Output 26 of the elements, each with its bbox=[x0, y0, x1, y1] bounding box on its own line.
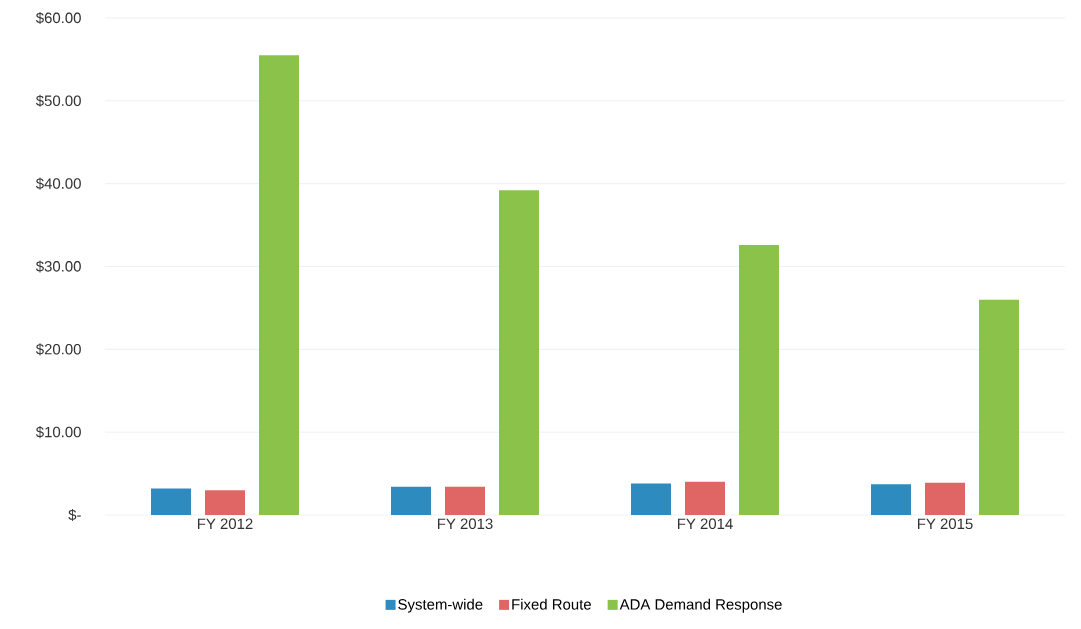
y-tick-label: $30.00 bbox=[35, 260, 81, 273]
y-tick-label: $10.00 bbox=[35, 426, 81, 439]
bar bbox=[151, 488, 191, 515]
legend-label: Fixed Route bbox=[512, 598, 591, 610]
x-tick-label: FY 2015 bbox=[917, 518, 973, 530]
legend-label: System-wide bbox=[398, 598, 483, 613]
y-tick-label: $20.00 bbox=[35, 343, 81, 356]
y-tick-label: $60.00 bbox=[35, 11, 81, 25]
x-tick-label: FY 2014 bbox=[677, 518, 733, 530]
legend-label: ADA Demand Response bbox=[619, 598, 782, 613]
bar bbox=[979, 299, 1020, 515]
bar bbox=[925, 482, 966, 515]
y-tick-label: $- bbox=[68, 508, 81, 522]
bar bbox=[259, 55, 299, 515]
x-tick-label: FY 2013 bbox=[437, 518, 493, 530]
bar bbox=[445, 486, 485, 515]
bar bbox=[685, 481, 726, 515]
bar bbox=[739, 244, 780, 515]
bar bbox=[391, 486, 431, 515]
x-tick-label: FY 2012 bbox=[197, 518, 253, 530]
bar bbox=[871, 484, 912, 515]
y-tick-label: $50.00 bbox=[35, 94, 81, 107]
bar bbox=[631, 483, 672, 515]
y-tick-label: $40.00 bbox=[35, 177, 81, 190]
bar bbox=[205, 490, 245, 515]
bar bbox=[499, 190, 540, 515]
